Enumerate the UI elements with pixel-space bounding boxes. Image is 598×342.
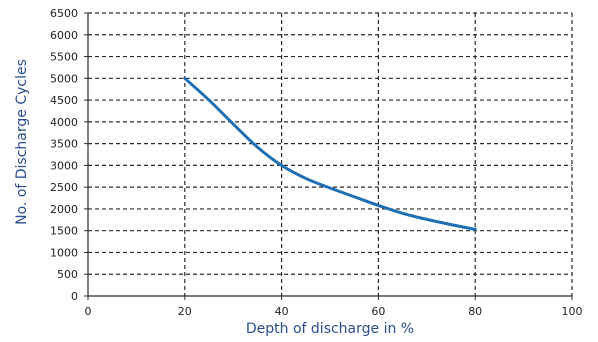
y-tick-label: 1000 (50, 246, 78, 259)
y-tick-label: 6000 (50, 29, 78, 42)
y-tick-label: 3000 (50, 159, 78, 172)
y-tick-label: 6500 (50, 7, 78, 20)
y-tick-label: 500 (57, 268, 78, 281)
x-tick-label: 60 (371, 305, 385, 318)
x-axis-title: Depth of discharge in % (246, 321, 414, 337)
grid (88, 12, 573, 296)
series-group (183, 76, 477, 231)
x-tick-label: 100 (562, 305, 583, 318)
x-tick-label: 0 (85, 305, 92, 318)
x-tick-labels: 0 20 40 60 80 100 (85, 305, 583, 318)
y-tick-label: 3500 (50, 138, 78, 151)
axes (84, 12, 573, 300)
x-tick-label: 20 (178, 305, 192, 318)
y-tick-label: 0 (71, 290, 78, 303)
x-tick-label: 80 (468, 305, 482, 318)
y-tick-label: 2000 (50, 203, 78, 216)
y-tick-label: 4500 (50, 94, 78, 107)
y-tick-labels: 0 500 1000 1500 2000 2500 3000 3500 4000 4500 5000… (50, 7, 78, 303)
series-line-0 (183, 76, 477, 231)
y-tick-label: 5000 (50, 72, 78, 85)
y-tick-label: 1500 (50, 225, 78, 238)
y-tick-label: 4000 (50, 116, 78, 129)
y-axis-title: No. of Discharge Cycles (14, 59, 30, 225)
y-tick-label: 2500 (50, 181, 78, 194)
x-tick-label: 40 (275, 305, 289, 318)
y-tick-label: 5500 (50, 51, 78, 64)
